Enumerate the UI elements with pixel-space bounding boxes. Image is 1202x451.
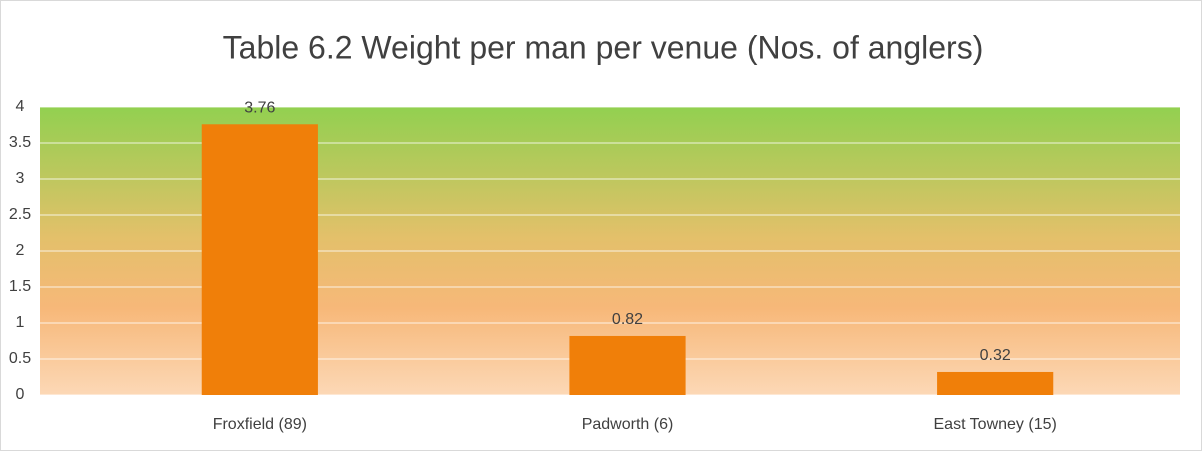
bar [569,335,686,395]
y-tick-label: 1.5 [9,278,31,295]
bar [201,124,318,395]
data-label: 0.82 [612,311,643,328]
y-tick-label: 0 [16,386,25,403]
bar [937,371,1054,395]
chart-title: Table 6.2 Weight per man per venue (Nos.… [223,29,984,65]
y-tick-label: 1 [16,314,25,331]
data-label: 0.32 [980,347,1011,364]
x-tick-label: Padworth (6) [582,416,674,433]
x-tick-label: East Towney (15) [934,416,1057,433]
y-tick-label: 2 [16,242,25,259]
y-tick-label: 3.5 [9,134,31,151]
y-tick-label: 0.5 [9,350,31,367]
y-tick-label: 2.5 [9,206,31,223]
data-label: 3.76 [244,99,275,116]
y-tick-label: 4 [16,98,25,115]
x-tick-label: Froxfield (89) [213,416,307,433]
y-tick-label: 3 [16,170,25,187]
